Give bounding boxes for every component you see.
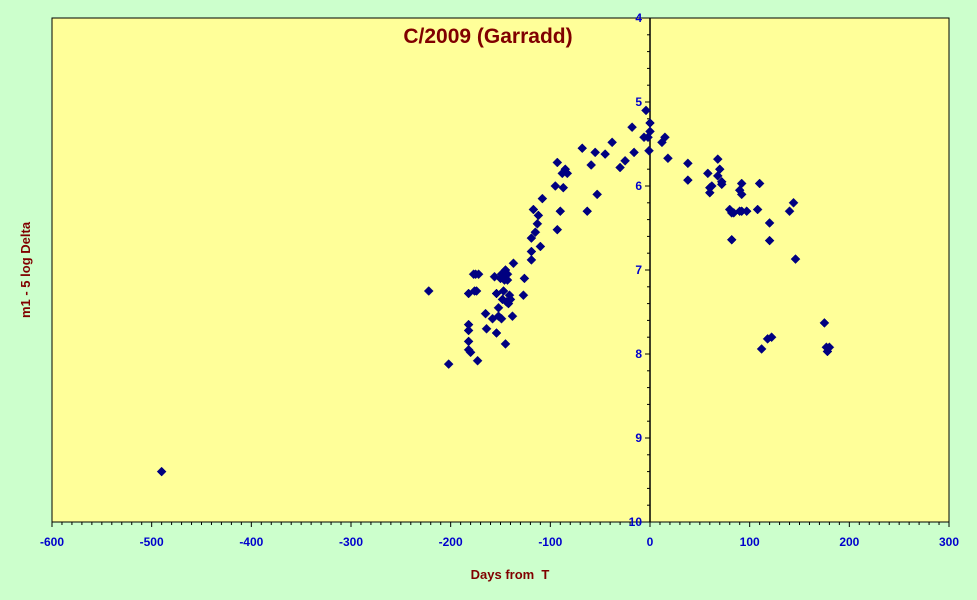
x-tick-label: -300: [339, 535, 363, 549]
data-point: [702, 168, 713, 179]
y-tick-label: 10: [629, 515, 643, 529]
data-point: [498, 286, 509, 296]
data-point: [615, 162, 625, 173]
data-point: [532, 218, 543, 229]
data-point: [756, 344, 767, 354]
x-tick-label: -200: [439, 535, 463, 549]
data-point: [463, 325, 474, 336]
x-tick-label: -100: [538, 535, 562, 549]
data-point: [600, 149, 611, 159]
data-point: [550, 181, 561, 191]
data-point: [491, 288, 502, 299]
data-point: [824, 342, 835, 353]
data-point: [716, 176, 727, 187]
chart-title: C/2009 (Garradd): [403, 25, 572, 48]
data-point: [706, 181, 717, 191]
data-points: [156, 105, 835, 477]
data-point: [629, 147, 639, 158]
data-point: [526, 255, 537, 265]
data-point: [491, 328, 502, 338]
data-point: [472, 355, 483, 366]
data-point: [627, 122, 637, 133]
data-point: [741, 206, 752, 217]
y-tick-label: 7: [635, 263, 642, 277]
data-point: [533, 210, 544, 221]
x-tick-label: -400: [239, 535, 263, 549]
data-point: [552, 224, 563, 235]
data-point: [764, 235, 775, 246]
x-tick-label: -600: [40, 535, 64, 549]
x-tick-label: 100: [740, 535, 760, 549]
data-point: [607, 137, 617, 148]
data-point: [712, 154, 723, 164]
y-tick-label: 5: [635, 95, 642, 109]
data-point: [644, 145, 654, 156]
data-point: [764, 218, 775, 228]
data-point: [663, 153, 673, 164]
data-point: [537, 193, 548, 204]
data-point: [465, 347, 476, 358]
data-point: [683, 175, 693, 185]
data-point: [558, 182, 569, 193]
data-point: [555, 206, 566, 217]
y-tick-label: 9: [635, 431, 642, 445]
data-point: [519, 273, 530, 284]
data-point: [766, 332, 777, 343]
data-point: [530, 227, 541, 238]
data-point: [790, 254, 801, 264]
x-axis-label: Days from T: [471, 567, 550, 582]
data-point: [683, 158, 693, 169]
data-point: [736, 189, 747, 200]
data-point: [471, 286, 482, 296]
data-point: [660, 132, 670, 143]
y-tick-label: 6: [635, 179, 642, 193]
data-point: [590, 147, 601, 158]
data-point: [754, 178, 765, 189]
y-axis-label: m1 - 5 log Delta: [18, 221, 33, 318]
data-point: [819, 318, 830, 328]
data-point: [582, 206, 593, 217]
data-point: [443, 359, 454, 369]
data-point: [528, 204, 539, 215]
data-point: [645, 126, 655, 137]
data-point: [508, 258, 519, 269]
data-point: [714, 164, 725, 175]
x-tick-label: 300: [939, 535, 959, 549]
data-point: [784, 206, 795, 217]
data-point: [726, 234, 737, 245]
data-point: [552, 157, 563, 168]
x-axis: -600 -500 -400 -300 -200 -100 0 100 200 300: [40, 521, 959, 549]
data-point: [645, 118, 655, 128]
data-point: [592, 189, 603, 200]
data-point: [480, 308, 491, 319]
data-point: [736, 178, 747, 189]
data-point: [502, 275, 513, 285]
plot-area: [51, 17, 950, 523]
data-point: [481, 323, 492, 334]
y-tick-label: 4: [635, 11, 642, 25]
data-point: [423, 286, 434, 296]
data-point: [620, 155, 630, 166]
data-point: [641, 105, 651, 116]
data-point: [473, 269, 484, 280]
data-point: [577, 143, 588, 154]
data-point: [562, 168, 573, 179]
data-point: [752, 204, 763, 215]
x-tick-label: 200: [839, 535, 859, 549]
data-point: [500, 339, 511, 349]
data-point: [526, 233, 537, 243]
data-point: [586, 160, 597, 170]
data-point: [156, 466, 167, 477]
data-point: [535, 241, 546, 252]
x-tick-label: -500: [140, 535, 164, 549]
data-point: [505, 294, 516, 305]
data-point: [496, 313, 507, 324]
data-point: [788, 197, 799, 208]
data-point: [507, 311, 518, 322]
x-tick-label: 0: [647, 535, 654, 549]
y-tick-label: 8: [635, 347, 642, 361]
data-point: [518, 290, 529, 301]
